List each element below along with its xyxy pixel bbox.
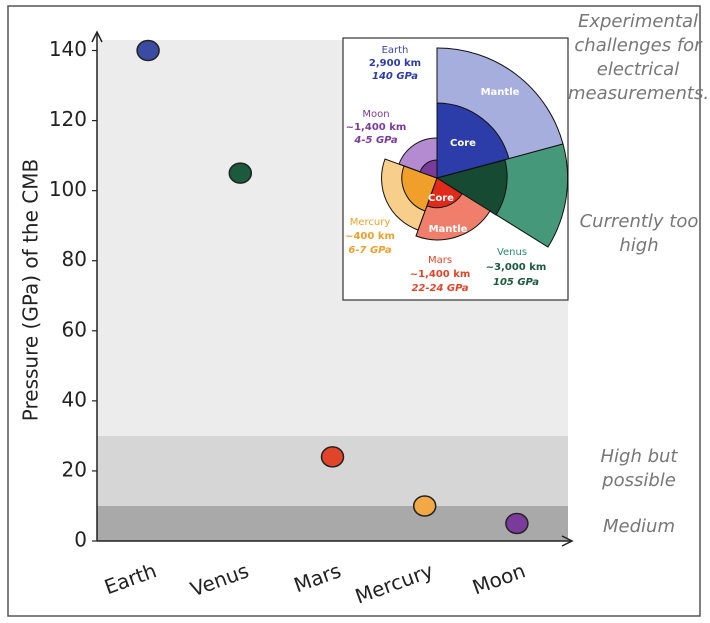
y-tick-label: 140 <box>49 37 87 61</box>
inset-label: Earth <box>382 45 409 56</box>
inset-label: 105 GPa <box>493 277 539 288</box>
inset-label: 6-7 GPa <box>348 245 391 256</box>
inset-label: Mercury <box>350 217 391 228</box>
point <box>136 39 160 62</box>
inset-label: Mantle <box>481 87 520 98</box>
inset-label: Mars <box>428 255 452 266</box>
y-axis-label: Pressure (GPa) of the CMB <box>19 159 43 421</box>
y-tick-label: 120 <box>49 107 87 131</box>
mars-core <box>426 177 463 209</box>
y-tick-label: 60 <box>62 317 87 341</box>
inset-label: ~1,400 km <box>346 122 407 133</box>
x-axis-arrow <box>561 535 574 547</box>
inset-label: Mantle <box>429 224 468 235</box>
inset-label: 22-24 GPa <box>411 283 468 294</box>
y-tick-label: 20 <box>62 457 87 481</box>
inset-label: Core <box>450 138 476 149</box>
point <box>320 446 345 468</box>
inset-label: ~3,000 km <box>486 262 547 273</box>
venus-core <box>435 159 508 216</box>
inset-label: Core <box>428 193 454 204</box>
inset-label: 2,900 km <box>369 58 421 69</box>
wedges <box>381 47 569 248</box>
inset-label: 140 GPa <box>372 71 418 82</box>
y-tick-label: 40 <box>62 387 87 411</box>
mercury-core <box>401 165 438 212</box>
annotation: Currently too high <box>579 211 699 256</box>
moon-core <box>419 159 438 179</box>
inset-label: ~1,400 km <box>410 269 471 280</box>
point <box>412 495 437 517</box>
annotation: High but possible <box>600 446 678 491</box>
annotation: Medium <box>603 516 675 537</box>
y-tick-label: 0 <box>74 528 87 552</box>
inset-label: Venus <box>497 247 527 258</box>
earth-core <box>436 102 510 179</box>
inset-label: ~400 km <box>345 231 395 242</box>
y-tick-label: 80 <box>62 247 87 271</box>
inset-label: 4-5 GPa <box>353 135 397 146</box>
frame <box>7 5 701 617</box>
inset-label: Moon <box>362 109 389 120</box>
annotation: Experimental challenges for electrical m… <box>568 11 710 104</box>
y-axis-arrow <box>91 30 103 43</box>
band <box>97 505 568 541</box>
point <box>228 162 253 184</box>
y-tick-label: 100 <box>49 177 87 201</box>
point <box>505 512 529 535</box>
